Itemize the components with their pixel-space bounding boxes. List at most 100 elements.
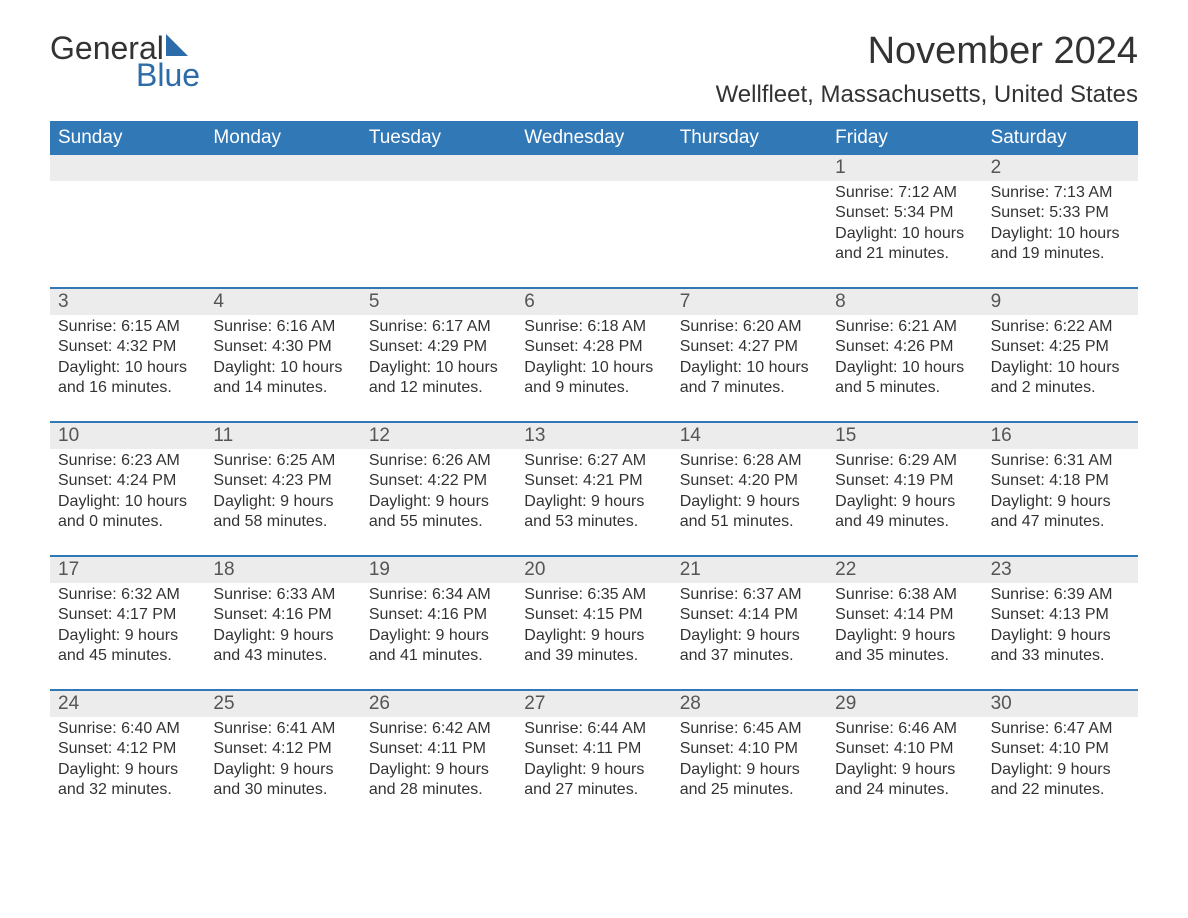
sunrise-line: Sunrise: 6:28 AM bbox=[680, 451, 821, 471]
day-detail: Sunrise: 6:41 AMSunset: 4:12 PMDaylight:… bbox=[205, 717, 360, 823]
day-number: 7 bbox=[672, 289, 827, 315]
sunset-line: Sunset: 4:14 PM bbox=[835, 605, 976, 625]
daylight-line: Daylight: 10 hours bbox=[213, 358, 354, 378]
sunrise-line: Sunrise: 6:18 AM bbox=[524, 317, 665, 337]
daynum-bar: 24252627282930 bbox=[50, 691, 1138, 717]
daylight-line: and 0 minutes. bbox=[58, 512, 199, 532]
sunset-line: Sunset: 4:17 PM bbox=[58, 605, 199, 625]
daylight-line: Daylight: 9 hours bbox=[835, 492, 976, 512]
day-number: 12 bbox=[361, 423, 516, 449]
day-number bbox=[516, 155, 671, 181]
daylight-line: Daylight: 10 hours bbox=[58, 492, 199, 512]
sunrise-line: Sunrise: 6:35 AM bbox=[524, 585, 665, 605]
sunrise-line: Sunrise: 6:33 AM bbox=[213, 585, 354, 605]
day-number: 1 bbox=[827, 155, 982, 181]
header: General Blue November 2024 Wellfleet, Ma… bbox=[50, 30, 1138, 109]
daylight-line: and 58 minutes. bbox=[213, 512, 354, 532]
day-detail: Sunrise: 6:20 AMSunset: 4:27 PMDaylight:… bbox=[672, 315, 827, 421]
week-row: 10111213141516Sunrise: 6:23 AMSunset: 4:… bbox=[50, 421, 1138, 555]
daylight-line: Daylight: 9 hours bbox=[991, 492, 1132, 512]
daylight-line: Daylight: 10 hours bbox=[835, 224, 976, 244]
location: Wellfleet, Massachusetts, United States bbox=[716, 81, 1138, 109]
daylight-line: and 2 minutes. bbox=[991, 378, 1132, 398]
daylight-line: Daylight: 9 hours bbox=[524, 492, 665, 512]
daylight-line: and 41 minutes. bbox=[369, 646, 510, 666]
sunrise-line: Sunrise: 6:29 AM bbox=[835, 451, 976, 471]
sunset-line: Sunset: 4:22 PM bbox=[369, 471, 510, 491]
sunrise-line: Sunrise: 6:38 AM bbox=[835, 585, 976, 605]
day-detail: Sunrise: 6:35 AMSunset: 4:15 PMDaylight:… bbox=[516, 583, 671, 689]
title-block: November 2024 Wellfleet, Massachusetts, … bbox=[716, 30, 1138, 109]
daylight-line: and 51 minutes. bbox=[680, 512, 821, 532]
day-detail bbox=[50, 181, 205, 287]
daylight-line: Daylight: 9 hours bbox=[524, 626, 665, 646]
daylight-line: Daylight: 10 hours bbox=[58, 358, 199, 378]
sunrise-line: Sunrise: 6:47 AM bbox=[991, 719, 1132, 739]
sunset-line: Sunset: 4:10 PM bbox=[991, 739, 1132, 759]
daylight-line: and 5 minutes. bbox=[835, 378, 976, 398]
sunset-line: Sunset: 4:19 PM bbox=[835, 471, 976, 491]
day-detail: Sunrise: 6:22 AMSunset: 4:25 PMDaylight:… bbox=[983, 315, 1138, 421]
day-number: 13 bbox=[516, 423, 671, 449]
day-detail: Sunrise: 6:34 AMSunset: 4:16 PMDaylight:… bbox=[361, 583, 516, 689]
calendar: Sunday Monday Tuesday Wednesday Thursday… bbox=[50, 121, 1138, 823]
sunset-line: Sunset: 4:18 PM bbox=[991, 471, 1132, 491]
sunset-line: Sunset: 4:11 PM bbox=[369, 739, 510, 759]
sunset-line: Sunset: 4:12 PM bbox=[58, 739, 199, 759]
sunrise-line: Sunrise: 6:42 AM bbox=[369, 719, 510, 739]
day-detail: Sunrise: 6:23 AMSunset: 4:24 PMDaylight:… bbox=[50, 449, 205, 555]
sunset-line: Sunset: 4:12 PM bbox=[213, 739, 354, 759]
weekday-header: Tuesday bbox=[361, 121, 516, 155]
daylight-line: and 39 minutes. bbox=[524, 646, 665, 666]
sunrise-line: Sunrise: 6:44 AM bbox=[524, 719, 665, 739]
sunrise-line: Sunrise: 6:41 AM bbox=[213, 719, 354, 739]
weekday-header: Thursday bbox=[672, 121, 827, 155]
daylight-line: Daylight: 10 hours bbox=[680, 358, 821, 378]
daylight-line: and 9 minutes. bbox=[524, 378, 665, 398]
day-number: 17 bbox=[50, 557, 205, 583]
weekday-header: Wednesday bbox=[516, 121, 671, 155]
day-detail: Sunrise: 6:47 AMSunset: 4:10 PMDaylight:… bbox=[983, 717, 1138, 823]
week-row: 24252627282930Sunrise: 6:40 AMSunset: 4:… bbox=[50, 689, 1138, 823]
week-row: 12Sunrise: 7:12 AMSunset: 5:34 PMDayligh… bbox=[50, 155, 1138, 287]
sunrise-line: Sunrise: 6:31 AM bbox=[991, 451, 1132, 471]
sunrise-line: Sunrise: 6:40 AM bbox=[58, 719, 199, 739]
day-number: 5 bbox=[361, 289, 516, 315]
sunset-line: Sunset: 4:16 PM bbox=[213, 605, 354, 625]
day-number: 18 bbox=[205, 557, 360, 583]
weeks-container: 12Sunrise: 7:12 AMSunset: 5:34 PMDayligh… bbox=[50, 155, 1138, 823]
day-detail bbox=[361, 181, 516, 287]
daylight-line: and 45 minutes. bbox=[58, 646, 199, 666]
sunset-line: Sunset: 4:23 PM bbox=[213, 471, 354, 491]
day-number: 28 bbox=[672, 691, 827, 717]
day-detail: Sunrise: 6:31 AMSunset: 4:18 PMDaylight:… bbox=[983, 449, 1138, 555]
daylight-line: and 30 minutes. bbox=[213, 780, 354, 800]
sunrise-line: Sunrise: 7:13 AM bbox=[991, 183, 1132, 203]
daylight-line: Daylight: 9 hours bbox=[213, 760, 354, 780]
daylight-line: Daylight: 10 hours bbox=[991, 358, 1132, 378]
sunrise-line: Sunrise: 6:25 AM bbox=[213, 451, 354, 471]
daylight-line: Daylight: 9 hours bbox=[680, 626, 821, 646]
day-number: 16 bbox=[983, 423, 1138, 449]
day-number: 20 bbox=[516, 557, 671, 583]
week-row: 17181920212223Sunrise: 6:32 AMSunset: 4:… bbox=[50, 555, 1138, 689]
day-number bbox=[361, 155, 516, 181]
daylight-line: Daylight: 9 hours bbox=[680, 760, 821, 780]
daylight-line: Daylight: 9 hours bbox=[835, 626, 976, 646]
daylight-line: and 7 minutes. bbox=[680, 378, 821, 398]
sunset-line: Sunset: 4:29 PM bbox=[369, 337, 510, 357]
day-number: 9 bbox=[983, 289, 1138, 315]
sunrise-line: Sunrise: 6:34 AM bbox=[369, 585, 510, 605]
day-detail: Sunrise: 6:44 AMSunset: 4:11 PMDaylight:… bbox=[516, 717, 671, 823]
daylight-line: Daylight: 9 hours bbox=[58, 626, 199, 646]
sunrise-line: Sunrise: 6:46 AM bbox=[835, 719, 976, 739]
daylight-line: Daylight: 9 hours bbox=[213, 626, 354, 646]
day-number bbox=[672, 155, 827, 181]
sunset-line: Sunset: 4:28 PM bbox=[524, 337, 665, 357]
day-number: 14 bbox=[672, 423, 827, 449]
content-row: Sunrise: 6:23 AMSunset: 4:24 PMDaylight:… bbox=[50, 449, 1138, 555]
daynum-bar: 17181920212223 bbox=[50, 557, 1138, 583]
sunset-line: Sunset: 4:30 PM bbox=[213, 337, 354, 357]
day-detail: Sunrise: 6:17 AMSunset: 4:29 PMDaylight:… bbox=[361, 315, 516, 421]
sunrise-line: Sunrise: 6:45 AM bbox=[680, 719, 821, 739]
